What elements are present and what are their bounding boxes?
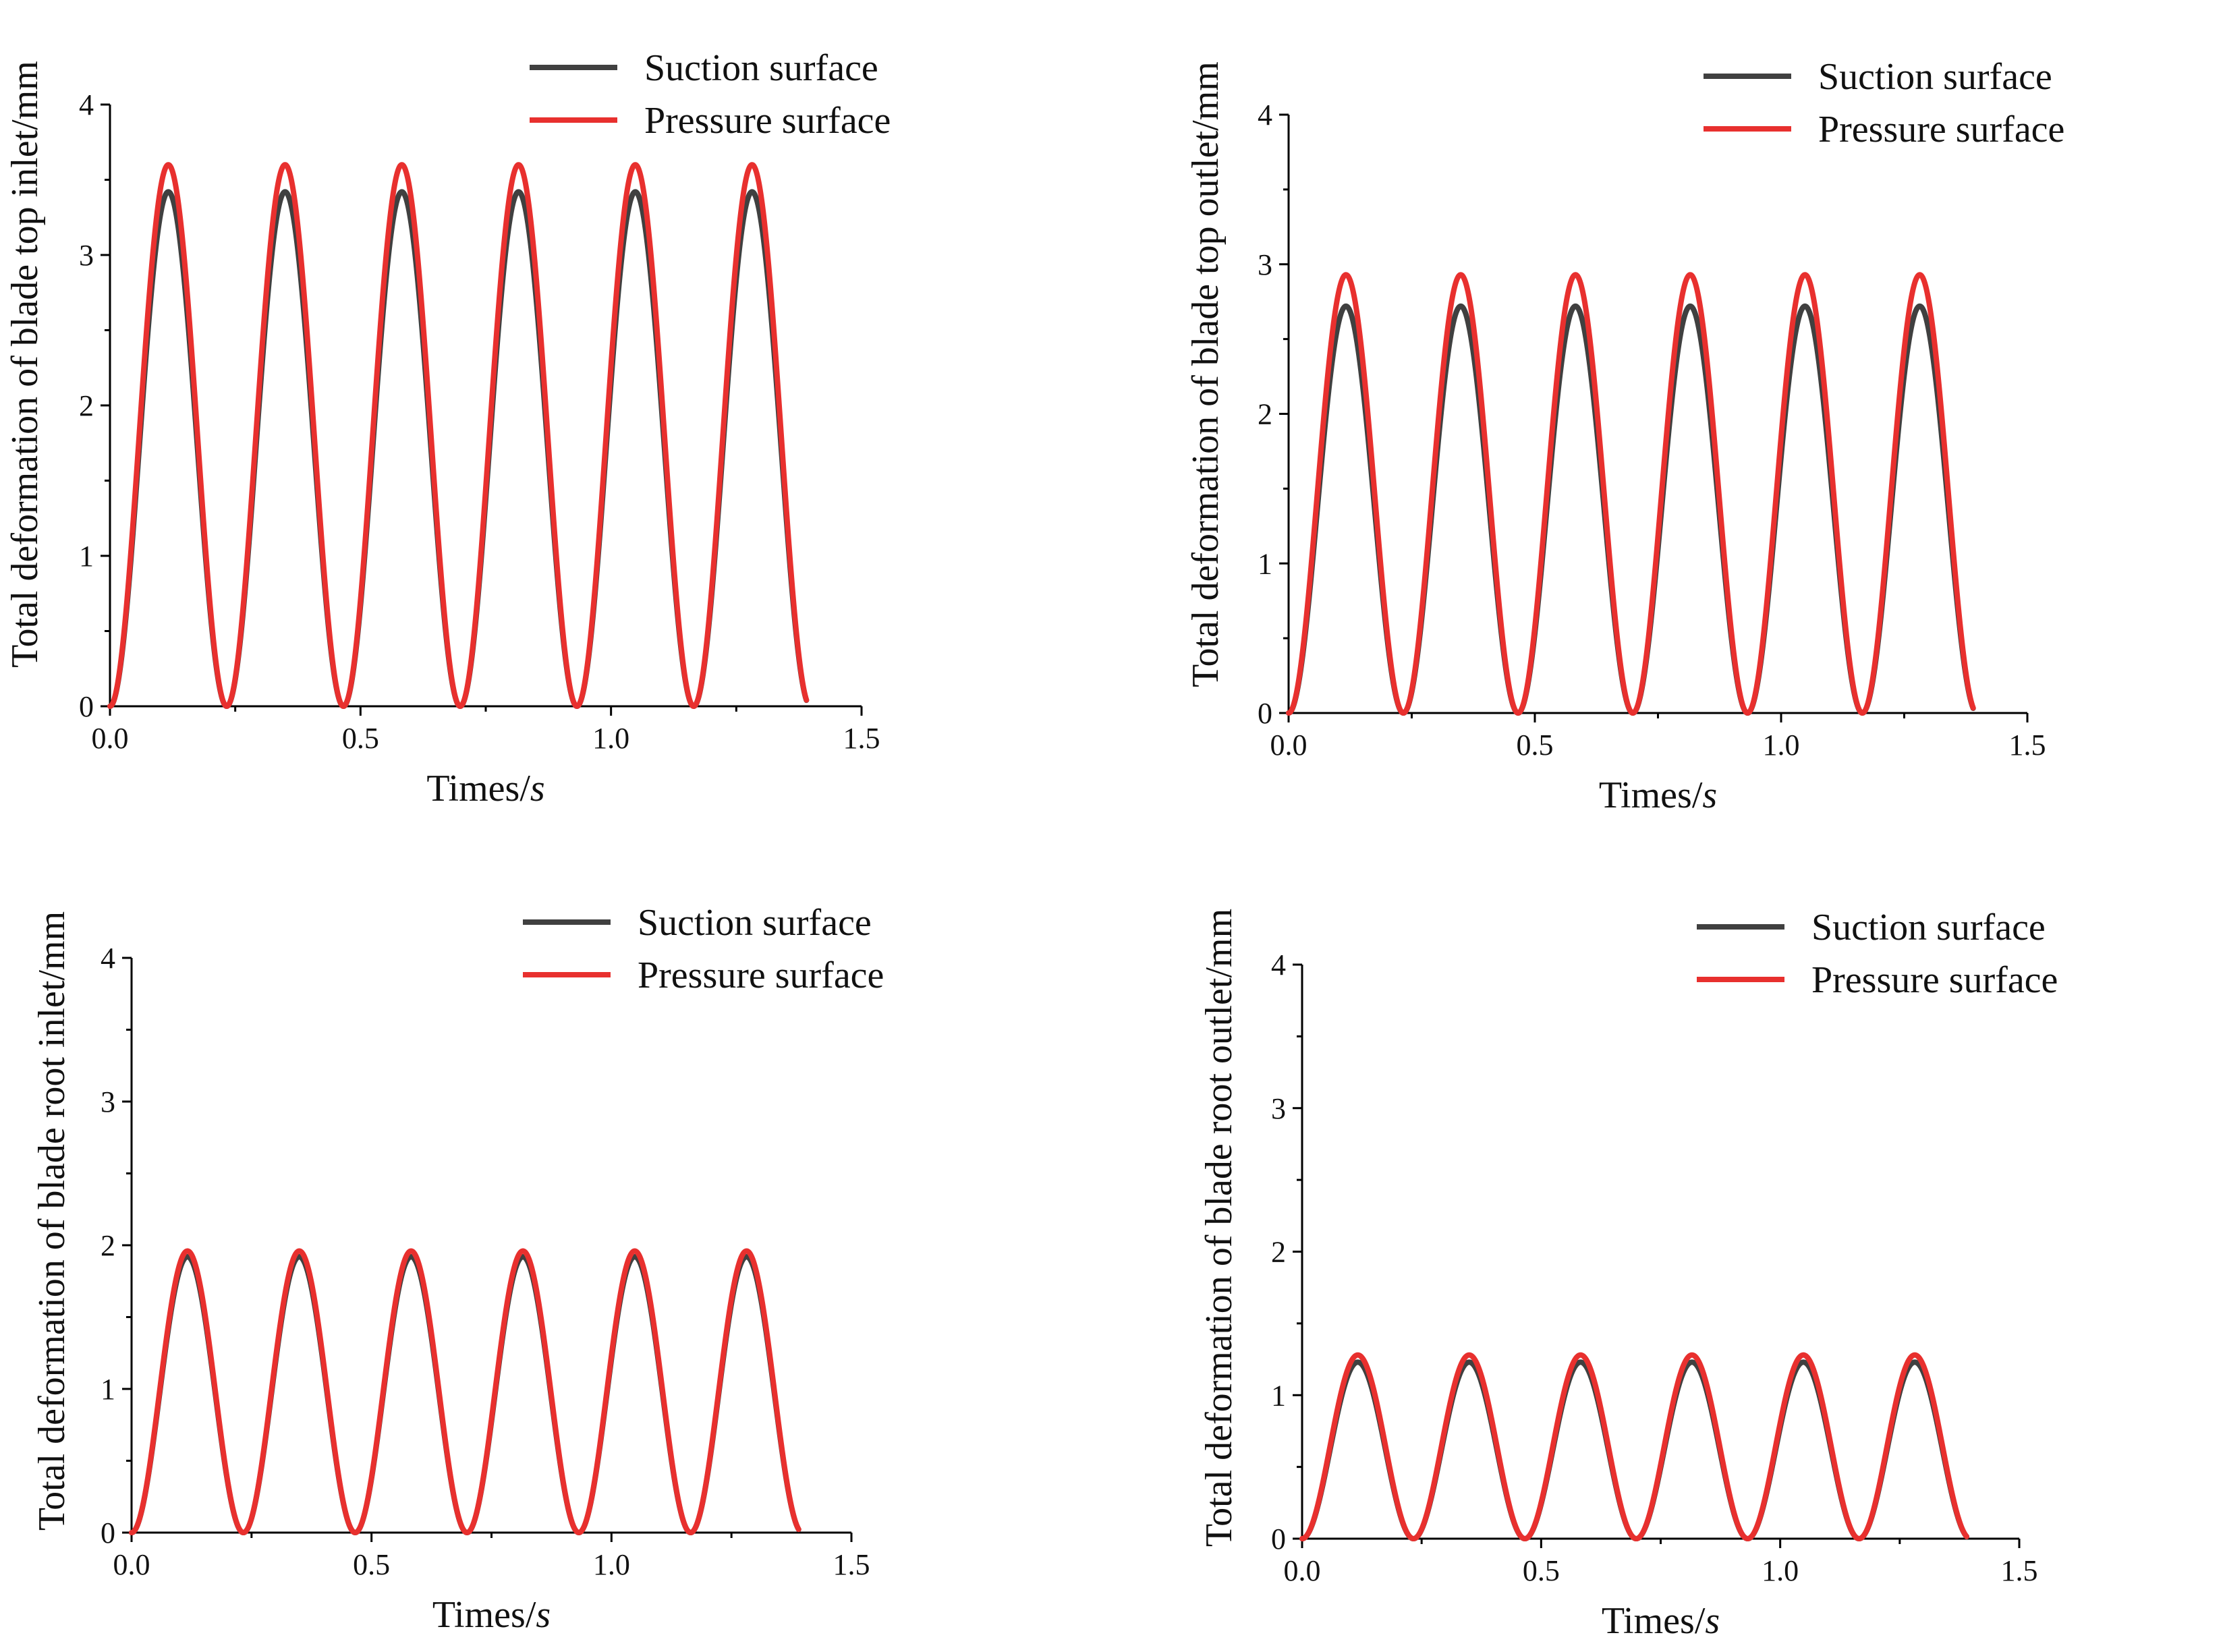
x-tick-label: 0.0 bbox=[113, 1548, 150, 1581]
chart-panel-4: 0.0 0.5 1.0 1.5 0 1 2 3 4 Times/s Total deformatio… bbox=[1198, 907, 2058, 1642]
series-line-pressure-surface bbox=[107, 162, 810, 709]
y-tick-label: 3 bbox=[101, 1085, 115, 1118]
x-axis-title: Times/s bbox=[426, 768, 544, 809]
y-tick-label: 4 bbox=[1258, 98, 1272, 132]
x-axis-title: Times/s bbox=[432, 1594, 551, 1636]
y-axis-title: Total deformation of blade top inlet/mm bbox=[4, 61, 46, 668]
y-tick-label: 0 bbox=[79, 690, 94, 723]
y-tick-label: 2 bbox=[79, 389, 94, 422]
x-tick-label: 0.0 bbox=[1284, 1554, 1321, 1587]
x-tick-label: 0.0 bbox=[92, 722, 129, 755]
x-tick-label: 0.5 bbox=[342, 722, 379, 755]
x-tick-label: 1.0 bbox=[592, 722, 629, 755]
x-tick-label: 0.5 bbox=[353, 1548, 390, 1581]
y-axis-title: Total deformation of blade root outlet/m… bbox=[1198, 909, 1240, 1547]
y-tick-label: 4 bbox=[1271, 948, 1286, 981]
series-line-pressure-surface bbox=[1299, 1352, 1970, 1541]
x-axis-title-unit: s bbox=[530, 768, 545, 809]
legend-label: Suction surface bbox=[1818, 56, 2052, 98]
chart-panel-2: 0.0 0.5 1.0 1.5 0 1 2 3 4 Times/s Total deformatio… bbox=[1185, 56, 2064, 816]
legend-label: Suction surface bbox=[1811, 907, 2046, 948]
x-tick-label: 1.5 bbox=[2001, 1554, 2038, 1587]
x-tick-label: 1.0 bbox=[593, 1548, 630, 1581]
y-axis-title: Total deformation of blade root inlet/mm bbox=[31, 911, 73, 1531]
y-tick-label: 0 bbox=[1258, 697, 1272, 730]
x-tick-label: 1.0 bbox=[1763, 729, 1800, 762]
legend-label: Suction surface bbox=[638, 902, 872, 944]
legend-label: Pressure surface bbox=[644, 100, 891, 142]
x-axis-title: Times/s bbox=[1599, 774, 1717, 816]
legend-label: Pressure surface bbox=[638, 955, 884, 996]
y-tick-label: 1 bbox=[79, 540, 94, 573]
x-tick-label: 1.5 bbox=[843, 722, 880, 755]
x-axis-title-label: Times/ bbox=[1602, 1600, 1706, 1642]
x-axis-title-unit: s bbox=[1702, 774, 1717, 816]
chart-panel-3: 0.0 0.5 1.0 1.5 0 1 2 3 4 Times/s Total deformatio… bbox=[31, 902, 884, 1636]
x-axis-title-unit: s bbox=[536, 1594, 551, 1636]
y-tick-label: 1 bbox=[1271, 1379, 1286, 1412]
x-tick-label: 1.0 bbox=[1762, 1554, 1799, 1587]
y-tick-label: 4 bbox=[101, 942, 115, 975]
y-tick-label: 2 bbox=[1271, 1236, 1286, 1269]
y-tick-label: 0 bbox=[101, 1516, 115, 1549]
series-line-pressure-surface bbox=[129, 1248, 801, 1535]
chart-panel-1: 0.0 0.5 1.0 1.5 0 1 2 3 4 Times/s Total deformatio… bbox=[4, 47, 891, 809]
legend-label: Pressure surface bbox=[1818, 109, 2064, 150]
x-axis-title-label: Times/ bbox=[426, 768, 530, 809]
y-tick-label: 3 bbox=[79, 239, 94, 272]
y-tick-label: 1 bbox=[1258, 547, 1272, 580]
legend-label: Pressure surface bbox=[1811, 959, 2058, 1001]
y-tick-label: 3 bbox=[1271, 1092, 1286, 1125]
x-axis-title: Times/s bbox=[1602, 1600, 1720, 1642]
y-tick-label: 0 bbox=[1271, 1522, 1286, 1556]
x-tick-label: 1.5 bbox=[2009, 729, 2046, 762]
y-tick-label: 2 bbox=[1258, 398, 1272, 431]
x-axis-title-label: Times/ bbox=[1599, 774, 1703, 816]
y-tick-label: 2 bbox=[101, 1229, 115, 1262]
x-tick-label: 0.0 bbox=[1270, 729, 1307, 762]
x-tick-label: 1.5 bbox=[833, 1548, 870, 1581]
x-axis-title-unit: s bbox=[1705, 1600, 1720, 1642]
x-tick-label: 0.5 bbox=[1517, 729, 1554, 762]
x-tick-label: 0.5 bbox=[1523, 1554, 1560, 1587]
y-tick-label: 1 bbox=[101, 1373, 115, 1406]
x-axis-title-label: Times/ bbox=[432, 1594, 536, 1636]
y-tick-label: 3 bbox=[1258, 248, 1272, 281]
y-axis-title: Total deformation of blade top outlet/mm bbox=[1185, 61, 1227, 687]
y-tick-label: 4 bbox=[79, 88, 94, 121]
series-line-pressure-surface bbox=[1286, 272, 1976, 716]
legend-label: Suction surface bbox=[644, 47, 878, 89]
